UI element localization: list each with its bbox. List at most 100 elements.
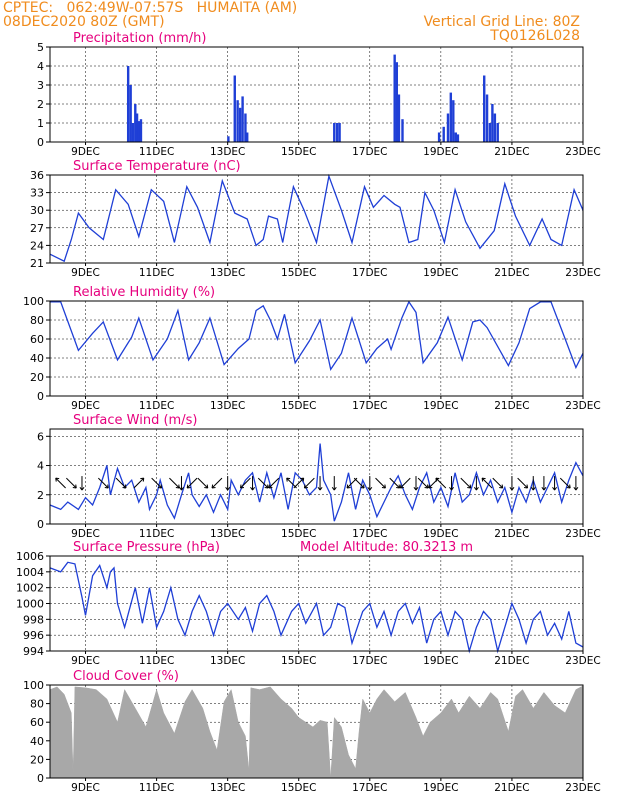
x-tick-label: 17DEC (352, 528, 387, 540)
y-tick-label: 40 (30, 735, 44, 748)
x-tick-label: 15DEC (281, 782, 316, 794)
wind-arrow (541, 476, 547, 491)
precip-bar (227, 136, 230, 142)
x-tick-label: 23DEC (565, 782, 600, 794)
x-tick-label: 13DEC (210, 655, 245, 667)
panel-frame (49, 174, 584, 264)
x-tick-label: 19DEC (423, 400, 458, 412)
y-tick-label: 1 (37, 117, 44, 130)
precip-bar (338, 123, 341, 142)
x-tick-label: 23DEC (565, 655, 600, 667)
panel-title: Precipitation (mm/h) (73, 31, 206, 46)
precip-bar (483, 75, 486, 142)
y-tick-label: 2 (37, 489, 44, 502)
panel-annotation: Model Altitude: 80.3213 m (300, 540, 473, 555)
y-tick-label: 6 (37, 430, 44, 443)
x-tick-label: 9DEC (71, 528, 100, 540)
x-tick-label: 11DEC (139, 146, 174, 158)
x-tick-label: 21DEC (494, 528, 529, 540)
wind-arrow (97, 477, 109, 489)
precip-bar (335, 123, 339, 142)
wind-arrow (331, 476, 337, 491)
y-tick-label: 21 (30, 257, 44, 270)
x-tick-label: 23DEC (565, 528, 600, 540)
wind-arrow (473, 476, 479, 491)
precip-bar (488, 123, 492, 142)
y-tick-label: 100 (23, 295, 44, 308)
series-line (49, 443, 584, 522)
y-tick-label: 1002 (16, 582, 44, 595)
precip-bar (131, 123, 134, 142)
x-tick-label: 11DEC (139, 267, 174, 279)
y-tick-label: 0 (37, 518, 44, 531)
wind-arrow (367, 476, 373, 491)
y-tick-label: 60 (30, 333, 44, 346)
series-line (49, 173, 584, 263)
x-tick-label: 23DEC (565, 146, 600, 158)
x-tick-label: 15DEC (281, 528, 316, 540)
wind-arrow (79, 476, 85, 491)
wind-arrow (268, 477, 280, 489)
x-tick-label: 17DEC (352, 782, 387, 794)
precip-bar (134, 104, 137, 142)
y-tick-label: 80 (30, 314, 44, 327)
wind-arrow (239, 477, 251, 489)
y-tick-label: 0 (37, 136, 44, 149)
wind-arrow (115, 477, 127, 489)
y-tick-label: 2 (37, 98, 44, 111)
wind-arrow (179, 476, 184, 491)
wind-arrow (66, 477, 77, 489)
wind-arrow (55, 477, 66, 489)
wind-arrow (492, 477, 504, 489)
panel-frame (49, 300, 584, 397)
y-tick-label: 20 (30, 371, 44, 384)
header-line-1: CPTEC: 062:49W-07:57S HUMAITA (AM) (3, 0, 298, 16)
precip-bar (442, 126, 445, 142)
wind-arrow (375, 477, 386, 489)
panel-title: Relative Humidity (%) (73, 285, 215, 300)
precip-bar (401, 119, 404, 142)
precip-bar (135, 113, 139, 142)
x-tick-label: 23DEC (565, 400, 600, 412)
y-tick-label: 3 (37, 79, 44, 92)
panel-frame (49, 684, 584, 779)
wind-arrow (133, 477, 145, 489)
precip-bar (137, 121, 141, 142)
y-tick-label: 4 (37, 460, 44, 473)
x-tick-label: 21DEC (494, 146, 529, 158)
precip-bar (241, 96, 244, 142)
precip-bar (126, 66, 130, 142)
wind-arrow (389, 477, 401, 489)
panel-title: Surface Wind (m/s) (73, 413, 197, 428)
wind-arrow (186, 477, 198, 489)
x-tick-label: 9DEC (71, 400, 100, 412)
x-tick-label: 9DEC (71, 267, 100, 279)
panel-frame (49, 46, 584, 143)
wind-arrow (573, 476, 579, 491)
y-tick-label: 0 (37, 390, 44, 403)
wind-arrow (250, 476, 256, 491)
precip-bar (449, 92, 453, 142)
y-tick-label: 80 (30, 698, 44, 711)
precip-bar (395, 62, 399, 143)
precip-bar (238, 107, 242, 142)
wind-arrow (197, 477, 209, 489)
x-tick-label: 13DEC (210, 146, 245, 158)
precip-bar (397, 94, 401, 142)
x-tick-label: 21DEC (494, 400, 529, 412)
x-tick-label: 23DEC (565, 267, 600, 279)
x-tick-label: 21DEC (494, 782, 529, 794)
x-tick-label: 11DEC (139, 655, 174, 667)
y-tick-label: 1004 (16, 566, 44, 579)
y-tick-label: 994 (23, 645, 44, 658)
x-tick-label: 17DEC (352, 146, 387, 158)
x-tick-label: 17DEC (352, 400, 387, 412)
panel-title: Surface Temperature (nC) (73, 159, 241, 174)
header-line-2: 08DEC2020 80Z (GMT) (3, 14, 165, 30)
x-tick-label: 13DEC (210, 528, 245, 540)
wind-arrow (399, 477, 411, 489)
precip-bar (333, 123, 336, 142)
precip-bar (452, 100, 455, 142)
precip-bar (493, 113, 497, 142)
wind-arrow (417, 477, 429, 489)
